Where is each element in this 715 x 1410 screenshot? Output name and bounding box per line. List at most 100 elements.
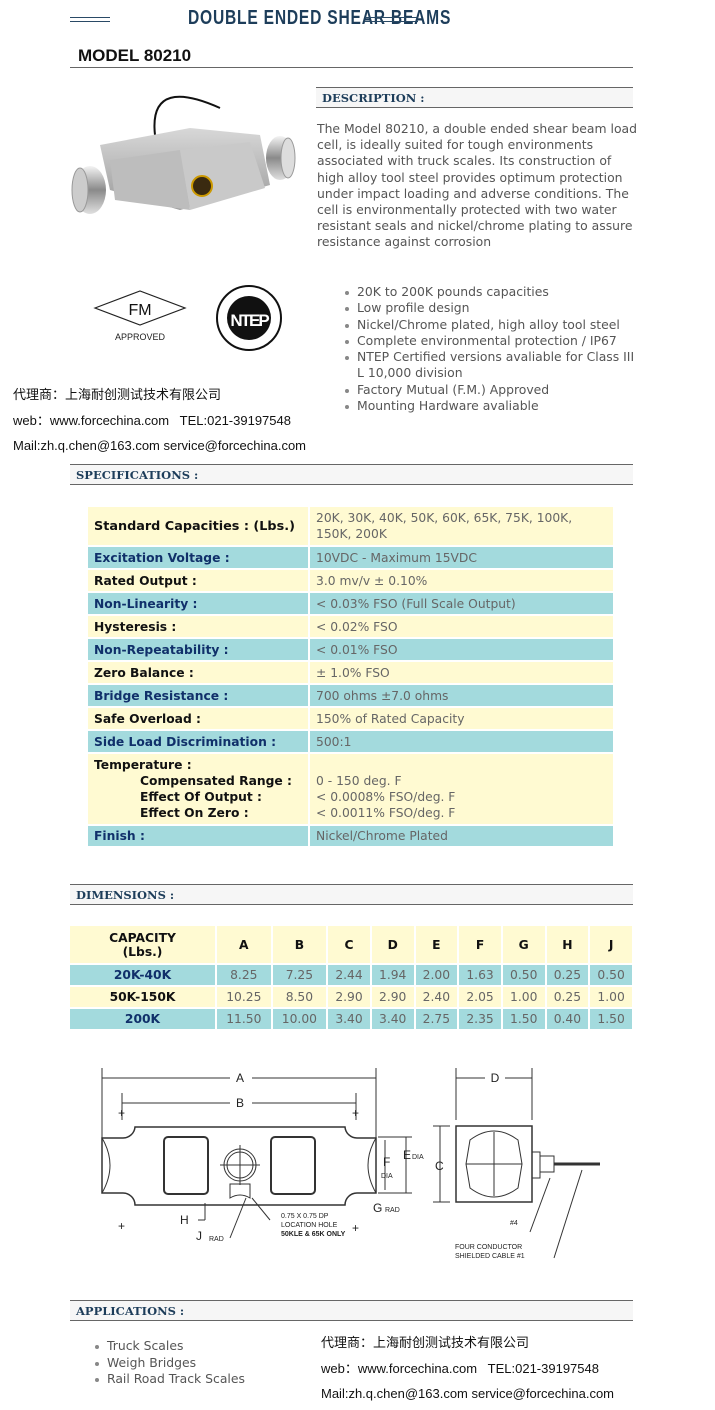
spec-label: Rated Output : xyxy=(88,570,308,591)
application-item: Rail Road Track Scales xyxy=(95,1371,245,1388)
spec-row: Side Load Discrimination :500:1 xyxy=(88,731,613,752)
spec-subvalue: 0 - 150 deg. F xyxy=(316,774,402,788)
spec-subvalue: < 0.0011% FSO/deg. F xyxy=(316,806,456,820)
spec-row: Finish : Nickel/Chrome Plated xyxy=(88,826,613,846)
dim-col-header-line: E xyxy=(432,937,441,952)
ntep-logo: NTEP xyxy=(216,285,282,351)
dim-value: 8.25 xyxy=(217,965,271,985)
feature-item: Nickel/Chrome plated, high alloy tool st… xyxy=(345,317,635,333)
svg-text:B: B xyxy=(236,1096,244,1110)
feature-list: 20K to 200K pounds capacities Low profile… xyxy=(345,284,635,414)
spec-subvalue: < 0.0008% FSO/deg. F xyxy=(316,790,456,804)
dim-col-header: B xyxy=(272,926,327,963)
dim-value: 3.40 xyxy=(328,1009,370,1029)
dim-value: 10.00 xyxy=(272,1009,327,1029)
svg-text:DIA: DIA xyxy=(381,1173,393,1180)
spec-row: Non-Repeatability : < 0.01% FSO xyxy=(88,639,613,660)
dim-col-header: G xyxy=(502,926,545,963)
dim-value: 2.00 xyxy=(415,965,458,985)
dim-value: 0.25 xyxy=(546,965,589,985)
dim-value: 2.40 xyxy=(415,987,458,1007)
dim-value: 1.50 xyxy=(502,1009,545,1029)
dimensions-header: DIMENSIONS : xyxy=(70,884,633,905)
dim-value: 0.50 xyxy=(502,965,545,985)
dim-capacity: 200K xyxy=(70,1009,215,1029)
dim-col-header: J xyxy=(590,926,632,963)
applications-header: APPLICATIONS : xyxy=(70,1300,633,1321)
svg-text:J: J xyxy=(196,1229,202,1243)
spec-value: Nickel/Chrome Plated xyxy=(310,826,613,846)
web-tel[interactable]: web：www.forcechina.com TEL:021-39197548 xyxy=(13,412,291,428)
spec-sublabel: Effect On Zero : xyxy=(140,806,249,820)
spec-row: Non-Linearity : < 0.03% FSO (Full Scale O… xyxy=(88,593,613,614)
dim-capacity: 50K-150K xyxy=(70,987,215,1007)
dim-row: 20K-40K 8.25 7.25 2.44 1.94 2.00 1.63 0.50 0.25 0… xyxy=(70,965,632,985)
applications-list: Truck Scales Weigh Bridges Rail Road Track… xyxy=(95,1338,245,1388)
product-image xyxy=(71,95,296,214)
spec-value: 20K, 30K, 40K, 50K, 60K, 65K, 75K, 100K,… xyxy=(310,507,613,545)
svg-text:D: D xyxy=(491,1071,500,1085)
spec-value: < 0.01% FSO xyxy=(310,639,613,660)
specifications-table: Standard Capacities : (Lbs.) 20K, 30K, 40… xyxy=(86,505,615,848)
dim-row: 200K 11.50 10.00 3.40 3.40 2.75 2.35 1.50 0.40 1.… xyxy=(70,1009,632,1029)
spec-value: 10VDC - Maximum 15VDC xyxy=(310,547,613,568)
dim-value: 1.94 xyxy=(371,965,414,985)
feature-item: Factory Mutual (F.M.) Approved xyxy=(345,382,635,398)
spec-sublabel: Compensated Range : xyxy=(140,774,292,788)
spec-label: Safe Overload : xyxy=(88,708,308,729)
dim-col-header-line: A xyxy=(239,937,249,952)
application-item: Truck Scales xyxy=(95,1338,245,1355)
spec-label: Zero Balance : xyxy=(88,662,308,683)
dim-value: 0.50 xyxy=(590,965,632,985)
description-text: The Model 80210, a double ended shear be… xyxy=(317,121,638,250)
svg-text:NTEP: NTEP xyxy=(230,311,269,330)
spec-label: Non-Repeatability : xyxy=(88,639,308,660)
svg-text:RAD: RAD xyxy=(385,1207,400,1214)
spec-label: Finish : xyxy=(88,826,308,846)
spec-value: 700 ohms ±7.0 ohms xyxy=(310,685,613,706)
dim-value: 8.50 xyxy=(272,987,327,1007)
dim-col-header-line: B xyxy=(294,937,305,952)
dim-col-header-line: F xyxy=(475,937,485,952)
spec-label: Non-Linearity : xyxy=(88,593,308,614)
svg-text:H: H xyxy=(180,1213,189,1227)
svg-text:A: A xyxy=(236,1071,244,1085)
svg-text:C: C xyxy=(435,1159,444,1173)
spec-row: Rated Output :3.0 mv/v ± 0.10% xyxy=(88,570,613,591)
model-rule xyxy=(70,67,633,68)
dim-value: 3.40 xyxy=(371,1009,414,1029)
spec-row: Zero Balance : ± 1.0% FSO xyxy=(88,662,613,683)
svg-text:50KLE & 65K ONLY: 50KLE & 65K ONLY xyxy=(281,1231,346,1238)
dim-value: 1.00 xyxy=(590,987,632,1007)
mail[interactable]: Mail:zh.q.chen@163.com service@forcechin… xyxy=(321,1386,615,1401)
dim-value: 2.90 xyxy=(371,987,414,1007)
spec-row: Hysteresis : < 0.02% FSO xyxy=(88,616,613,637)
mail[interactable]: Mail:zh.q.chen@163.com service@forcechin… xyxy=(13,438,307,453)
spec-label-text: Temperature : xyxy=(94,758,192,772)
dim-col-header-line: G xyxy=(518,937,529,952)
feature-item: Complete environmental protection / IP67 xyxy=(345,333,635,349)
spec-label: Temperature : Compensated Range : Effect O… xyxy=(88,754,308,824)
svg-text:+: + xyxy=(118,1219,125,1233)
dim-col-header: F xyxy=(459,926,501,963)
feature-item: Low profile design xyxy=(345,300,635,316)
spec-value-text xyxy=(316,757,607,773)
spec-row: Standard Capacities : (Lbs.) 20K, 30K, 40… xyxy=(88,507,613,545)
model-number: 80210 xyxy=(143,46,192,65)
dim-capacity: 20K-40K xyxy=(70,965,215,985)
dim-value: 7.25 xyxy=(272,965,327,985)
dim-value: 2.75 xyxy=(415,1009,458,1029)
banner-title: DOUBLE ENDED SHEAR BEAMS xyxy=(188,7,452,29)
model-title: MODEL 80210 xyxy=(78,46,191,66)
dim-col-header: CAPACITY (Lbs.) xyxy=(70,926,215,963)
dim-value: 2.44 xyxy=(328,965,370,985)
agent-name: 代理商：上海耐创测试技术有限公司 xyxy=(13,387,222,402)
model-label: MODEL xyxy=(78,46,140,65)
svg-text:FOUR CONDUCTOR: FOUR CONDUCTOR xyxy=(455,1244,522,1251)
svg-text:DIA: DIA xyxy=(412,1154,424,1161)
svg-text:+: + xyxy=(118,1106,125,1120)
web-tel[interactable]: web：www.forcechina.com TEL:021-39197548 xyxy=(321,1360,599,1376)
spec-sublabel: Effect Of Output : xyxy=(140,790,262,804)
dim-col-header-line: (Lbs.) xyxy=(122,944,163,959)
contact-block-top: 代理商：上海耐创测试技术有限公司 web：www.forcechina.com … xyxy=(13,382,306,459)
